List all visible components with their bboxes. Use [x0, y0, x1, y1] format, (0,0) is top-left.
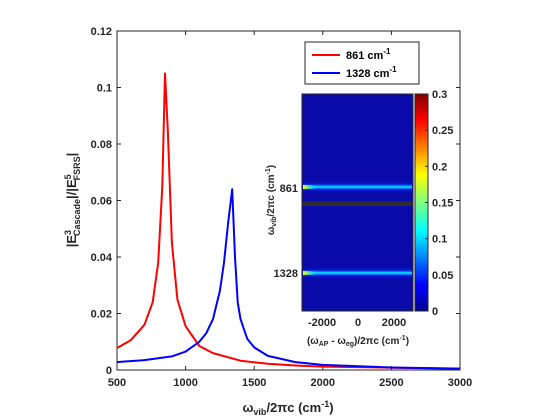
- y-tick-label: 0.06: [91, 196, 112, 208]
- inset-x-axis-label: (ωAP - ωeg)/2πc (cm-1): [307, 335, 409, 348]
- y-axis-label: |E3Cascade|/|E5FSRS|: [63, 153, 82, 248]
- y-tick-label: 0.02: [91, 309, 112, 321]
- inset-band-1328-spot: [303, 271, 317, 275]
- x-tick-label: 2500: [379, 377, 403, 389]
- inset-frame: [301, 93, 414, 312]
- inset-heatmap: 861 1328 -2000 0 2000 (ωAP - ωeg)/2πc (c…: [265, 89, 453, 348]
- inset-divider: [302, 201, 413, 206]
- inset-xtick-neg2000: -2000: [308, 317, 336, 329]
- x-tick-label: 1500: [242, 377, 266, 389]
- y-tick-label: 0.1: [97, 83, 112, 95]
- inset-colorbar-ticks: 0 0.05 0.1 0.15 0.2 0.25 0.3: [425, 89, 453, 318]
- x-tick-label: 1000: [173, 377, 197, 389]
- inset-ytick-861: 861: [280, 183, 298, 195]
- legend: 861 cm-1 1328 cm-1: [304, 41, 420, 85]
- legend-label-1328: 1328 cm-1: [346, 65, 397, 80]
- y-tick-label: 0: [106, 365, 112, 377]
- legend-label-861: 861 cm-1: [346, 47, 391, 62]
- inset-xtick-2000: 2000: [382, 317, 406, 329]
- series-line-1: [116, 188, 461, 370]
- colorbar-tick-label: 0.15: [432, 198, 453, 210]
- series-lines: [116, 72, 461, 370]
- x-tick-label: 500: [108, 377, 126, 389]
- inset-ytick-1328: 1328: [274, 268, 298, 280]
- y-tick-label: 0.08: [91, 139, 112, 151]
- colorbar-tick-label: 0: [432, 306, 438, 318]
- y-tick-label: 0.04: [91, 252, 113, 264]
- colorbar-tick-label: 0.05: [432, 270, 453, 282]
- x-tick-label: 2000: [311, 377, 335, 389]
- legend-box: [304, 41, 420, 85]
- colorbar-tick-label: 0.1: [432, 234, 447, 246]
- y-axis-ticks: 0 0.02 0.04 0.06 0.08 0.1 0.12: [91, 26, 460, 377]
- series-line-0: [116, 72, 461, 370]
- x-axis-label: ωvib/2πc (cm-1): [242, 399, 333, 417]
- colorbar-tick-label: 0.25: [432, 125, 453, 137]
- inset-band-861-spot: [303, 185, 317, 189]
- x-tick-label: 3000: [448, 377, 472, 389]
- inset-band-1328: [303, 269, 412, 277]
- inset-xtick-0: 0: [355, 317, 361, 329]
- y-tick-label: 0.12: [91, 26, 112, 38]
- inset-y-axis-label: ωvib/2πc (cm-1): [265, 165, 278, 235]
- inset-band-861: [303, 183, 412, 191]
- colorbar-tick-label: 0.2: [432, 161, 447, 173]
- x-axis-ticks: 500 1000 1500 2000 2500 3000: [108, 31, 472, 389]
- colorbar-tick-label: 0.3: [432, 89, 447, 101]
